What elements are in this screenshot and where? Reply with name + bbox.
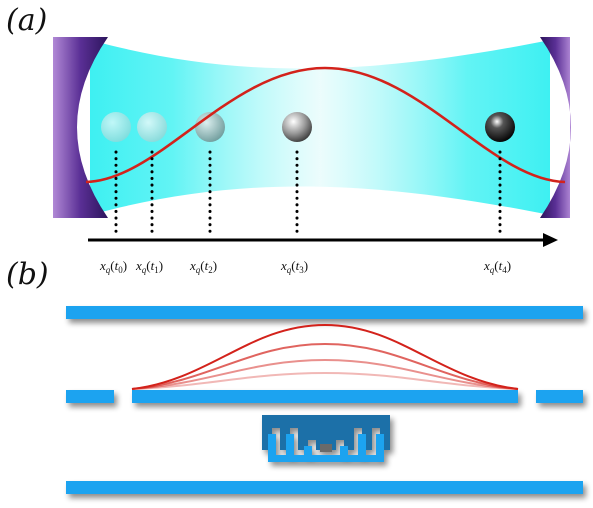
atom-t4 bbox=[485, 112, 515, 142]
atom-t3 bbox=[282, 112, 312, 142]
left-coupling-stub bbox=[66, 390, 114, 403]
position-label-t4: xq(t4) bbox=[483, 258, 511, 275]
center-resonator bbox=[132, 390, 518, 403]
position-label-t3: xq(t3) bbox=[280, 258, 308, 275]
atom-t0 bbox=[101, 112, 131, 142]
panel-a-label: (a) bbox=[6, 3, 47, 38]
drop-lines bbox=[114, 150, 502, 234]
mode-profile-1 bbox=[131, 323, 519, 390]
resonator-mode-profiles bbox=[131, 323, 519, 390]
mode-profile-3 bbox=[131, 358, 519, 390]
qubit-outer-comb bbox=[262, 415, 390, 450]
qubit-inner-comb bbox=[268, 434, 384, 462]
position-label-t2: xq(t2) bbox=[189, 258, 217, 275]
right-mirror bbox=[540, 37, 571, 218]
mode-profile-2 bbox=[131, 342, 519, 390]
axis-arrowhead bbox=[543, 233, 558, 247]
atom-group bbox=[101, 112, 515, 142]
position-label-t0: xq(t0) bbox=[99, 258, 127, 275]
panel-b-label: (b) bbox=[6, 257, 49, 292]
position-label-t1: xq(t1) bbox=[135, 258, 163, 275]
cavity-mode-curve bbox=[85, 66, 566, 184]
left-mirror bbox=[53, 37, 108, 218]
top-ground-plane bbox=[66, 306, 583, 319]
mode-profile-4 bbox=[131, 371, 519, 390]
position-labels: xq(t0) xq(t1) xq(t2) xq(t3) xq(t4) bbox=[99, 258, 511, 275]
atom-t1 bbox=[137, 112, 167, 142]
electrodes bbox=[66, 306, 583, 494]
right-coupling-stub bbox=[536, 390, 583, 403]
qubit-junction bbox=[320, 444, 332, 452]
qubit-chip bbox=[262, 415, 390, 462]
bottom-ground-plane bbox=[66, 481, 583, 494]
cavity-beam bbox=[90, 40, 550, 215]
